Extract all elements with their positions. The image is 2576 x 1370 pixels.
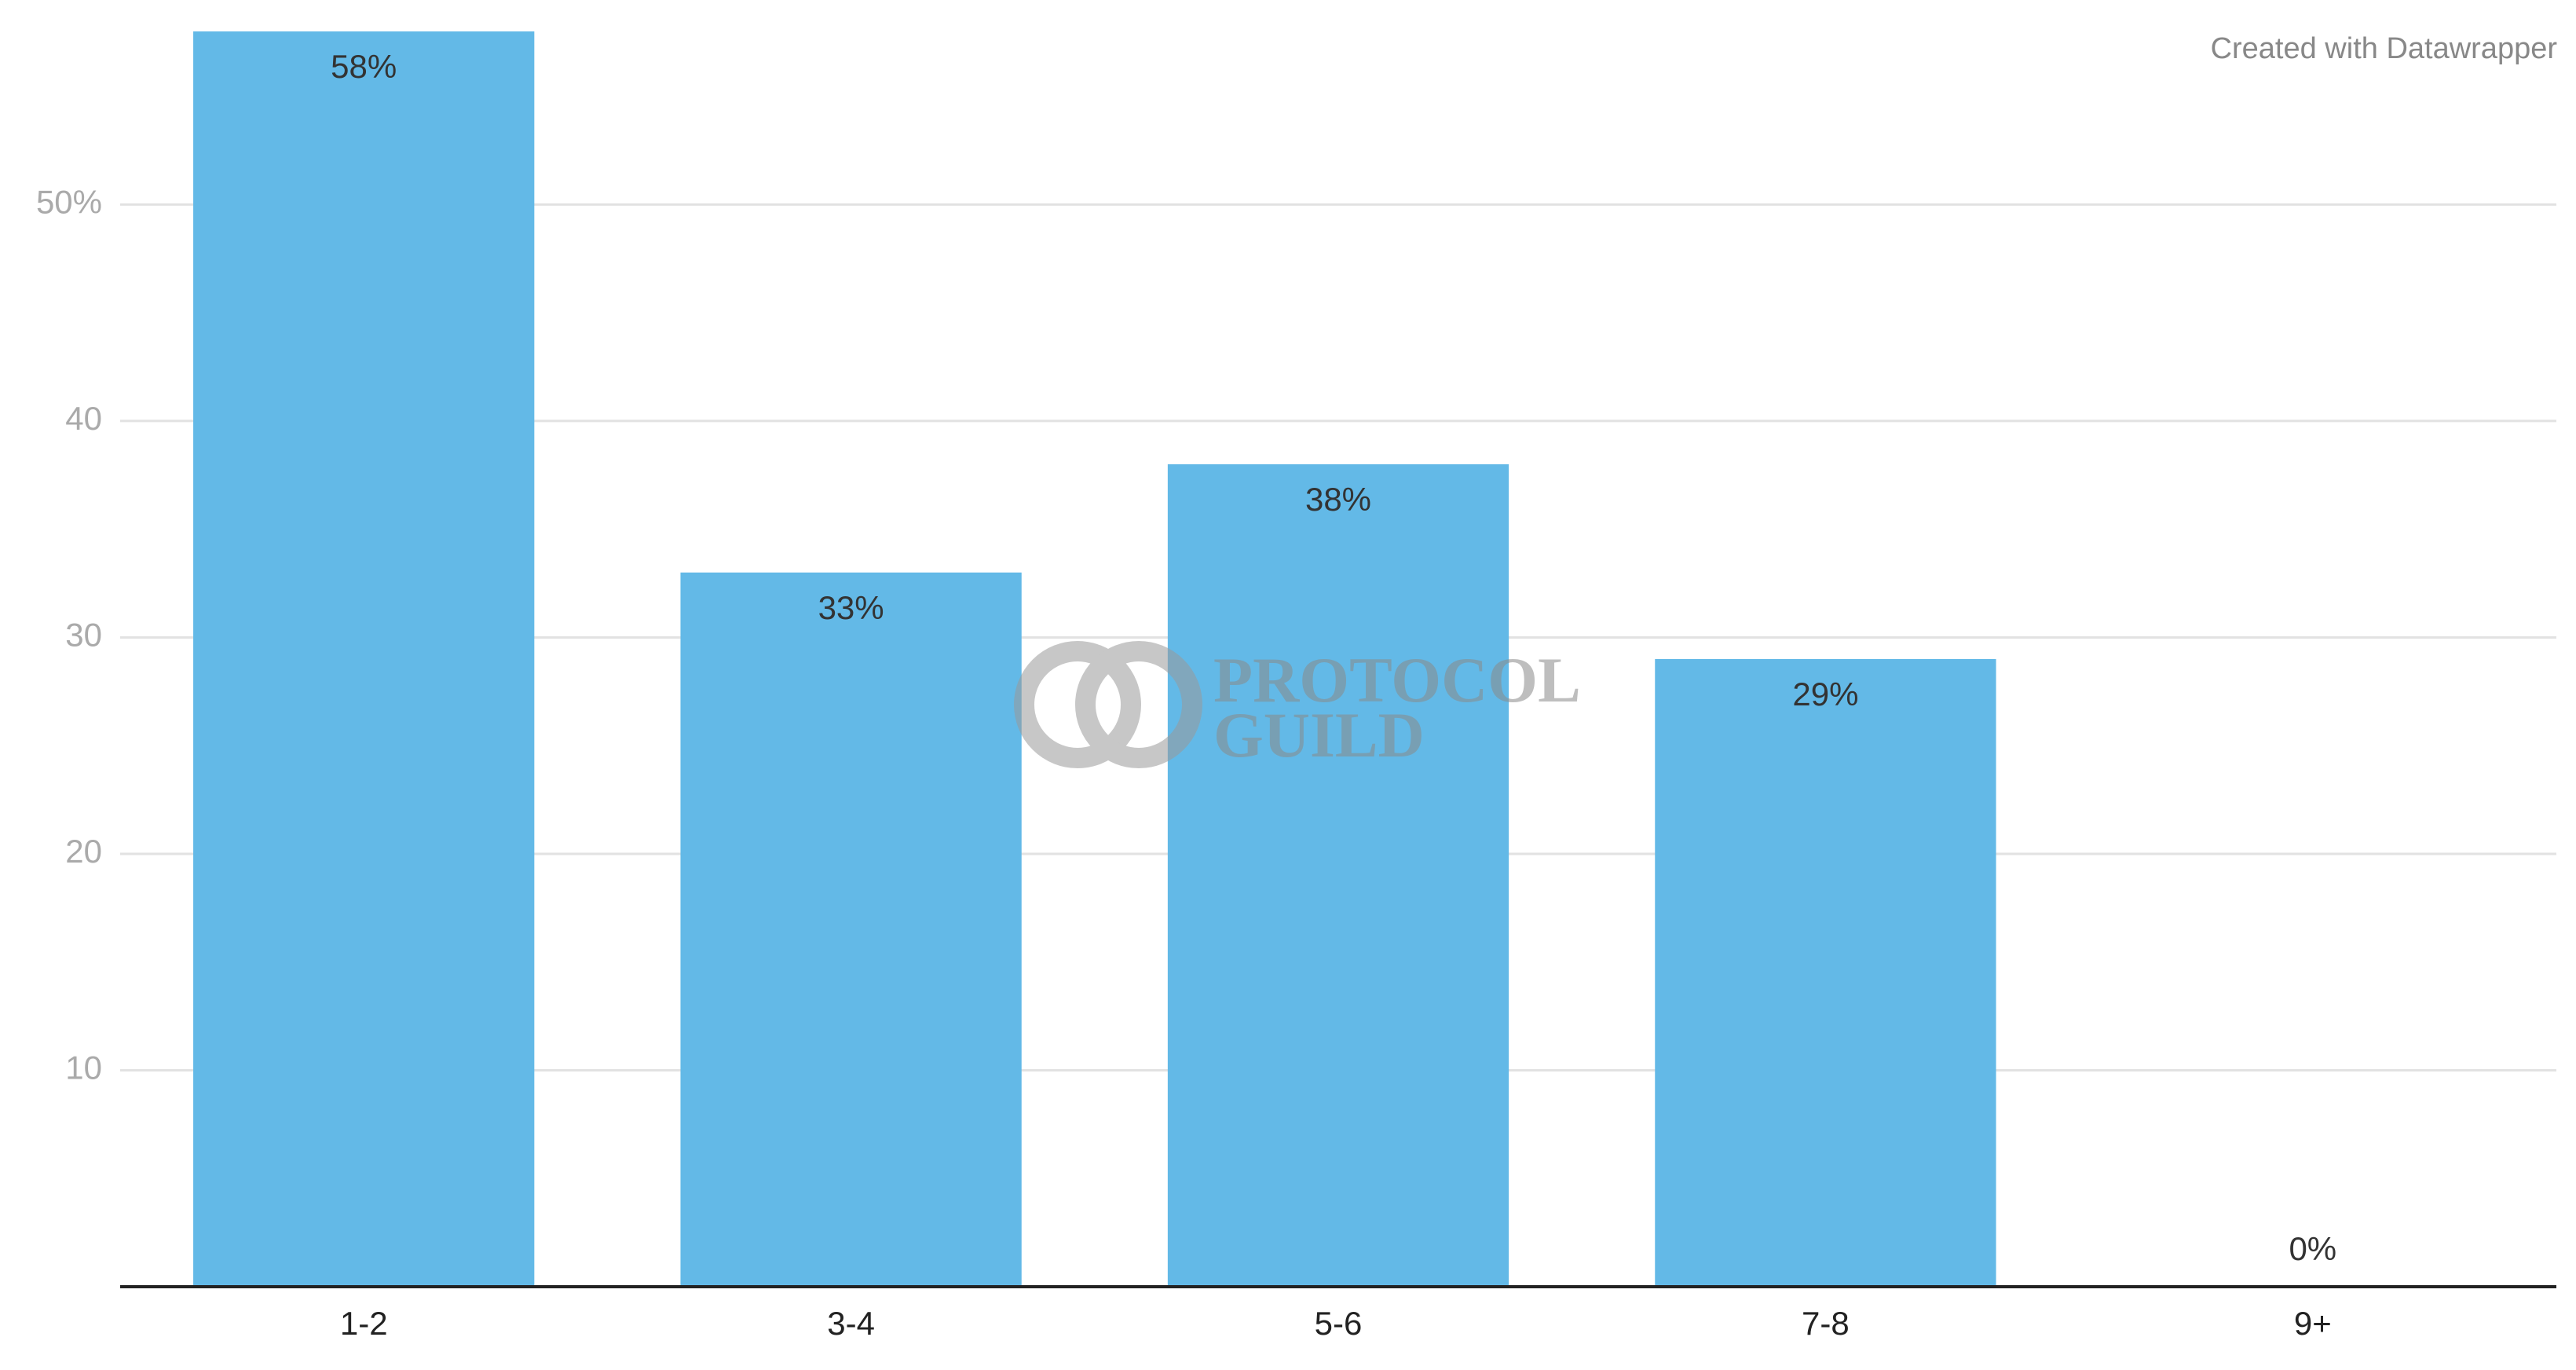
watermark: PROTOCOL GUILD — [1014, 641, 1581, 771]
watermark-text: GUILD — [1213, 699, 1425, 771]
value-label: 33% — [818, 589, 884, 626]
x-tick-label: 7-8 — [1802, 1305, 1850, 1342]
bar — [680, 572, 1022, 1287]
bar — [1655, 659, 1996, 1287]
bar — [1167, 464, 1509, 1288]
plot-area: 10 20 30 40 50% 58% 1-2 33% 3-4 38% 5-6 29% 7-8 0% 9+ — [36, 31, 2556, 1342]
bar — [193, 31, 535, 1287]
x-tick-label: 3-4 — [827, 1305, 875, 1342]
value-label: 38% — [1305, 481, 1371, 518]
credit: Created with Datawrapper — [2211, 32, 2558, 65]
y-tick-label: 40 — [65, 400, 102, 437]
y-tick-label: 50% — [36, 184, 102, 221]
value-label: 58% — [331, 48, 397, 85]
watermark-logo — [1075, 641, 1202, 768]
watermark-text: PROTOCOL — [1213, 644, 1581, 716]
x-tick-label: 1-2 — [340, 1305, 388, 1342]
y-tick-label: 30 — [65, 617, 102, 654]
watermark-logo — [1014, 641, 1141, 768]
x-tick-label: 9+ — [2294, 1305, 2332, 1342]
y-tick-label: 10 — [65, 1049, 102, 1086]
x-tick-label: 5-6 — [1315, 1305, 1363, 1342]
y-tick-label: 20 — [65, 833, 102, 870]
value-label: 29% — [1792, 676, 1858, 712]
value-label: 0% — [2289, 1230, 2336, 1267]
